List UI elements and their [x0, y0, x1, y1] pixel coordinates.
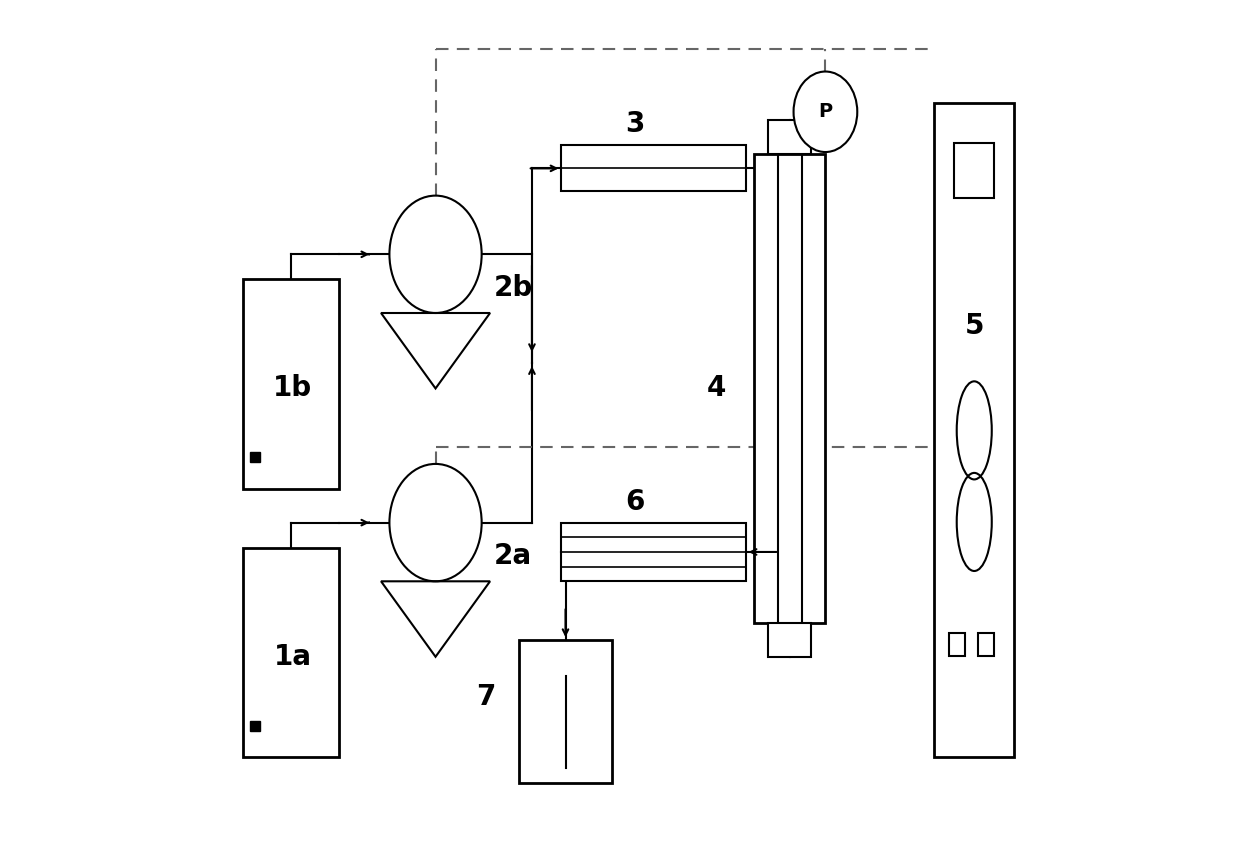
Text: 1b: 1b — [273, 375, 312, 403]
Ellipse shape — [794, 72, 857, 152]
Ellipse shape — [389, 464, 481, 582]
Bar — [754, 154, 826, 623]
Bar — [562, 145, 745, 192]
Text: 4: 4 — [707, 375, 727, 403]
Bar — [955, 143, 994, 198]
Bar — [562, 522, 745, 582]
Text: 6: 6 — [625, 488, 645, 516]
Ellipse shape — [389, 196, 481, 313]
Text: 2a: 2a — [495, 542, 532, 571]
Text: 2b: 2b — [495, 273, 533, 302]
Bar — [935, 104, 1014, 757]
Bar — [243, 548, 339, 757]
Text: P: P — [818, 102, 832, 122]
Bar — [769, 120, 811, 154]
Bar — [769, 623, 811, 657]
Bar — [243, 279, 339, 489]
Text: 7: 7 — [476, 683, 496, 711]
Bar — [978, 633, 994, 656]
Bar — [520, 640, 611, 782]
Bar — [949, 633, 965, 656]
Text: 1a: 1a — [274, 643, 311, 671]
Text: 3: 3 — [625, 111, 645, 138]
Text: 5: 5 — [965, 311, 985, 340]
